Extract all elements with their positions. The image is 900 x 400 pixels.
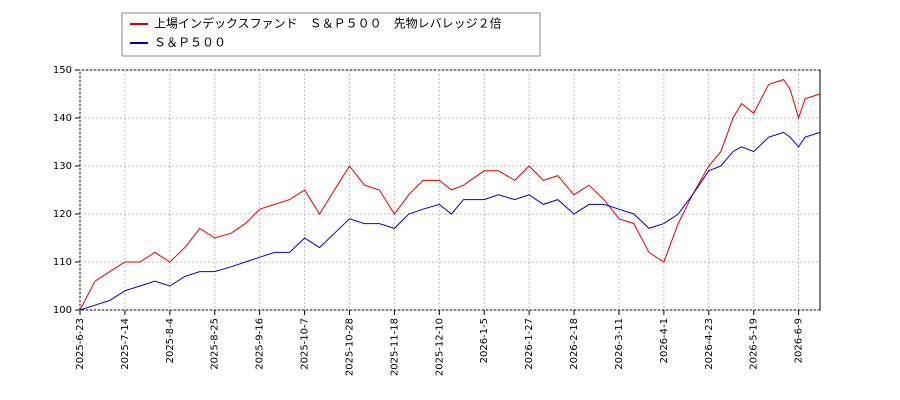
x-tick-label: 2025-12-10 xyxy=(434,318,445,376)
plot-area xyxy=(79,69,821,311)
x-tick-label: 2026-1-27 xyxy=(524,318,535,370)
x-tick-label: 2026-4-1 xyxy=(659,318,670,363)
y-tick-label: 110 xyxy=(53,257,72,268)
x-tick-label: 2025-8-25 xyxy=(210,318,221,370)
y-tick-label: 100 xyxy=(53,305,72,316)
x-tick-label: 2025-10-28 xyxy=(344,318,355,376)
legend-label: Ｓ＆Ｐ５００ xyxy=(154,36,226,50)
y-tick-label: 150 xyxy=(53,65,72,76)
x-tick-label: 2026-4-23 xyxy=(704,318,715,370)
y-tick-label: 140 xyxy=(53,113,72,124)
legend-label: 上場インデックスファンド Ｓ＆Ｐ５００ 先物レバレッジ２倍 xyxy=(154,16,502,31)
x-tick-label: 2025-7-14 xyxy=(120,318,131,370)
x-tick-label: 2026-1-5 xyxy=(479,318,490,363)
x-tick-label: 2026-5-19 xyxy=(749,318,760,370)
x-tick-label: 2026-2-18 xyxy=(569,318,580,370)
legend-box xyxy=(121,12,541,57)
y-tick-label: 120 xyxy=(53,209,72,220)
x-tick-label: 2025-10-7 xyxy=(300,318,311,370)
x-tick-label: 2025-11-18 xyxy=(389,318,400,376)
series-line xyxy=(79,131,821,311)
x-tick-label: 2025-9-16 xyxy=(255,318,266,370)
x-tick-label: 2025-8-4 xyxy=(165,318,176,363)
y-tick-label: 130 xyxy=(53,161,72,172)
x-tick-label: 2026-6-9 xyxy=(794,318,805,363)
series-line xyxy=(79,79,821,311)
x-tick-label: 2025-6-23 xyxy=(75,318,86,370)
x-tick-label: 2026-3-11 xyxy=(614,318,625,370)
